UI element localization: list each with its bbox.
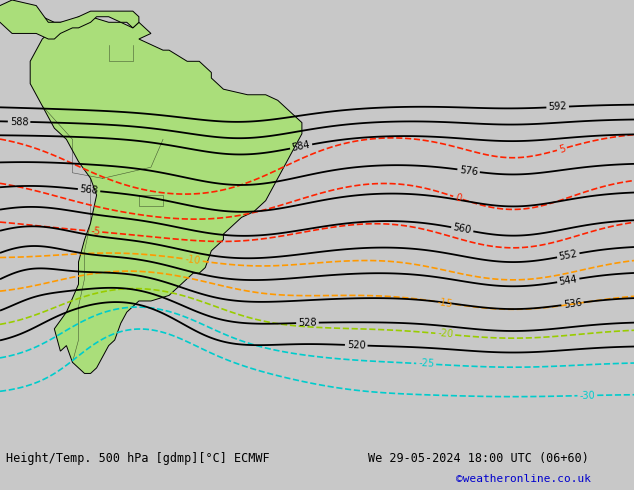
Text: 576: 576 <box>459 165 479 177</box>
Text: 544: 544 <box>559 274 578 287</box>
Text: 568: 568 <box>79 184 99 196</box>
Text: -25: -25 <box>418 359 434 369</box>
Text: -15: -15 <box>437 297 454 309</box>
Text: 588: 588 <box>10 117 29 127</box>
Text: -20: -20 <box>437 328 454 340</box>
Text: 552: 552 <box>558 248 578 262</box>
Text: 536: 536 <box>563 297 583 310</box>
Text: 592: 592 <box>548 101 567 112</box>
Polygon shape <box>0 0 139 39</box>
Text: 520: 520 <box>347 340 366 350</box>
Text: ©weatheronline.co.uk: ©weatheronline.co.uk <box>456 474 592 484</box>
Text: 5: 5 <box>557 143 566 155</box>
Polygon shape <box>30 17 302 373</box>
Text: 584: 584 <box>291 140 311 153</box>
Text: -5: -5 <box>90 226 101 237</box>
Text: We 29-05-2024 18:00 UTC (06+60): We 29-05-2024 18:00 UTC (06+60) <box>368 452 588 465</box>
Text: 528: 528 <box>298 318 317 328</box>
Text: -30: -30 <box>579 391 595 401</box>
Text: -10: -10 <box>184 254 202 266</box>
Text: 560: 560 <box>452 222 472 236</box>
Text: 0: 0 <box>453 192 462 204</box>
Text: Height/Temp. 500 hPa [gdmp][°C] ECMWF: Height/Temp. 500 hPa [gdmp][°C] ECMWF <box>6 452 270 465</box>
